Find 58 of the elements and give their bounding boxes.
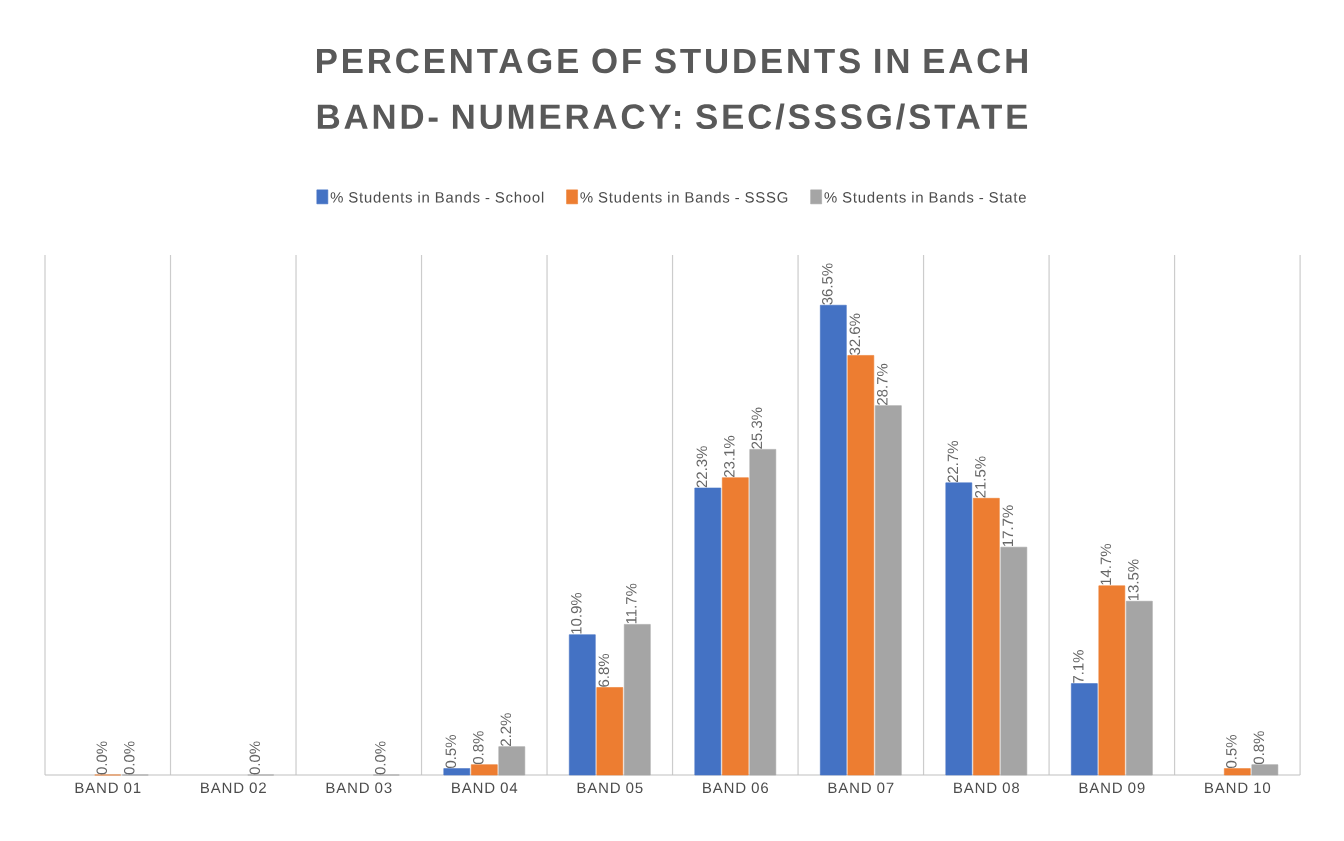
- data-label: 10.9%: [571, 592, 582, 634]
- data-label: 25.3%: [751, 407, 763, 449]
- bar: [1000, 546, 1028, 776]
- data-label: 32.6%: [849, 313, 861, 355]
- data-label: 14.7%: [1100, 543, 1112, 585]
- x-tick-label: BAND 10: [1205, 782, 1271, 794]
- legend-label: % Students in Bands - State: [824, 191, 1026, 203]
- data-label: 6.8%: [598, 653, 610, 687]
- x-tick-label: BAND 01: [75, 782, 141, 794]
- data-label: 22.7%: [947, 441, 959, 483]
- bar: [596, 687, 624, 776]
- x-tick-label: BAND 09: [1079, 782, 1145, 794]
- chart-title: PERCENTAGE OF STUDENTS IN EACH BAND- NUMERACY: SEC/SSSG/STATE: [316, 48, 1028, 130]
- bar: [1126, 600, 1153, 776]
- data-label: 23.1%: [724, 435, 735, 477]
- data-label: 13.5%: [1128, 559, 1139, 601]
- bar: [1224, 768, 1251, 776]
- data-label: 0.5%: [445, 735, 457, 768]
- data-label: 0.0%: [96, 741, 108, 775]
- data-label: 2.2%: [500, 713, 512, 746]
- bar: [694, 487, 722, 776]
- data-label: 11.7%: [626, 583, 637, 624]
- x-tick-label: BAND 03: [326, 782, 392, 794]
- legend-label: % Students in Bands - School: [330, 191, 544, 203]
- bar: [568, 634, 596, 776]
- bar: [722, 477, 749, 776]
- legend-label: % Students in Bands - SSSG: [580, 191, 788, 203]
- bar: [1098, 585, 1126, 776]
- data-label: 7.1%: [1073, 650, 1084, 683]
- bar: [847, 355, 875, 776]
- data-label: 0.8%: [1253, 731, 1265, 765]
- x-tick-label: BAND 04: [452, 782, 518, 794]
- data-label: 36.5%: [822, 263, 833, 305]
- data-label: 22.3%: [696, 446, 708, 488]
- x-tick-label: BAND 07: [828, 782, 894, 794]
- bar: [443, 768, 471, 776]
- bar: [1251, 764, 1279, 776]
- x-tick-label: BAND 08: [954, 782, 1020, 794]
- bar: [945, 482, 973, 776]
- bar: [820, 304, 847, 776]
- data-label: 28.7%: [877, 363, 888, 405]
- bar: [973, 498, 1000, 776]
- data-label: 17.7%: [1002, 505, 1014, 547]
- bar: [1071, 683, 1098, 776]
- data-label: 0.0%: [123, 741, 135, 775]
- bar: [875, 405, 902, 776]
- bar: [498, 746, 526, 776]
- data-label: 0.0%: [374, 741, 386, 775]
- data-label: 0.0%: [249, 741, 261, 775]
- x-tick-label: BAND 02: [201, 782, 266, 794]
- data-label: 0.8%: [472, 731, 484, 765]
- bar: [623, 624, 651, 776]
- bar: [749, 449, 777, 776]
- x-tick-label: BAND 05: [577, 782, 643, 794]
- bar: [470, 764, 498, 776]
- x-tick-label: BAND 06: [703, 782, 769, 794]
- data-label: 21.5%: [975, 456, 986, 498]
- data-label: 0.5%: [1226, 735, 1237, 768]
